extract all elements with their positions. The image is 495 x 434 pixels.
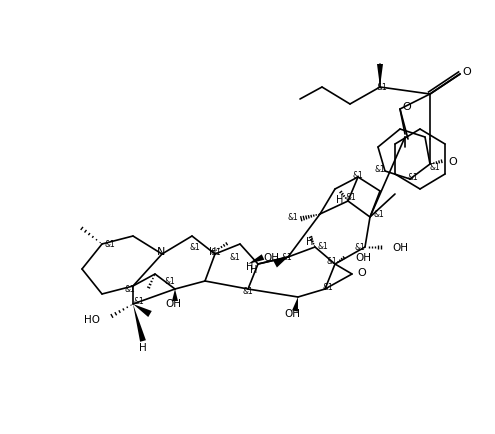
Text: &1: &1 xyxy=(373,210,384,219)
Text: H: H xyxy=(247,261,254,271)
Text: OH: OH xyxy=(263,253,279,263)
Polygon shape xyxy=(133,304,152,317)
Text: O: O xyxy=(448,157,457,167)
Text: &1: &1 xyxy=(377,82,388,91)
Text: &1: &1 xyxy=(165,277,175,286)
Text: &1: &1 xyxy=(282,252,293,261)
Text: N: N xyxy=(157,247,165,256)
Text: H: H xyxy=(139,342,147,352)
Text: HO: HO xyxy=(84,314,100,324)
Text: &1: &1 xyxy=(327,257,338,266)
Text: H: H xyxy=(250,264,258,274)
Polygon shape xyxy=(133,304,146,342)
Text: H: H xyxy=(306,237,314,247)
Text: &1: &1 xyxy=(210,248,221,257)
Text: O: O xyxy=(402,102,411,112)
Polygon shape xyxy=(172,289,178,301)
Text: &1: &1 xyxy=(374,165,385,174)
Text: &1: &1 xyxy=(430,163,441,172)
Text: &1: &1 xyxy=(346,193,356,202)
Text: O: O xyxy=(462,67,471,77)
Text: &1: &1 xyxy=(318,242,329,251)
Text: &1: &1 xyxy=(407,173,418,182)
Text: OH: OH xyxy=(165,298,181,308)
Text: OH: OH xyxy=(355,253,371,263)
Text: &1: &1 xyxy=(287,213,298,222)
Text: &1: &1 xyxy=(352,170,363,179)
Polygon shape xyxy=(292,297,298,312)
Text: OH: OH xyxy=(284,308,300,318)
Text: H: H xyxy=(336,194,344,204)
Text: &1: &1 xyxy=(133,297,144,306)
Text: &1: &1 xyxy=(104,240,115,249)
Polygon shape xyxy=(248,255,264,264)
Text: OH: OH xyxy=(392,243,408,253)
Text: &1: &1 xyxy=(124,285,135,294)
Polygon shape xyxy=(377,65,383,88)
Text: &1: &1 xyxy=(230,253,241,262)
Text: &1: &1 xyxy=(323,283,333,292)
Polygon shape xyxy=(273,257,288,268)
Text: &1: &1 xyxy=(354,243,365,252)
Text: &1: &1 xyxy=(243,287,253,296)
Text: &1: &1 xyxy=(190,243,200,252)
Text: H: H xyxy=(209,247,217,256)
Text: O: O xyxy=(357,267,366,277)
